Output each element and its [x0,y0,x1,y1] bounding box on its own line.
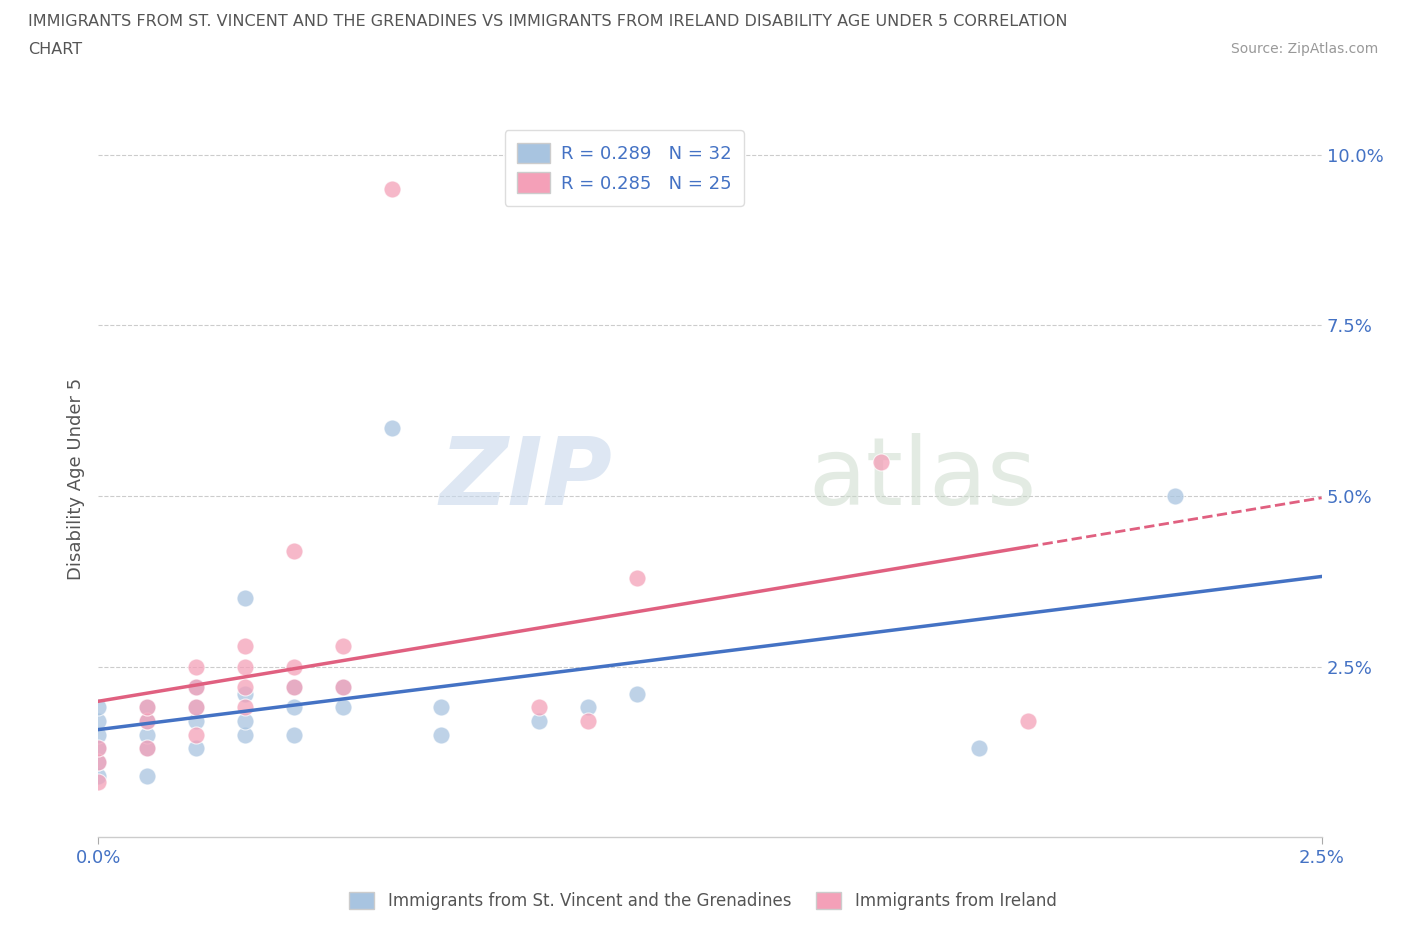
Point [136,700,159,715]
Point [233,659,256,674]
Point [186,659,208,674]
Point [283,727,305,742]
Point [576,713,599,728]
Point [87,775,110,790]
Point [283,659,305,674]
Text: atlas: atlas [808,433,1036,525]
Point [430,700,453,715]
Point [233,639,256,654]
Point [283,543,305,558]
Point [626,570,648,585]
Text: ZIP: ZIP [439,433,612,525]
Point [527,700,550,715]
Text: Source: ZipAtlas.com: Source: ZipAtlas.com [1230,42,1378,56]
Point [233,713,256,728]
Point [186,680,208,695]
Point [136,741,159,756]
Point [430,727,453,742]
Point [381,420,404,435]
Point [233,680,256,695]
Point [87,754,110,769]
Point [87,768,110,783]
Point [381,181,404,196]
Point [967,741,990,756]
Point [136,713,159,728]
Point [233,727,256,742]
Point [1017,713,1039,728]
Point [233,686,256,701]
Point [186,700,208,715]
Point [332,680,354,695]
Point [527,713,550,728]
Point [283,700,305,715]
Point [283,680,305,695]
Legend: R = 0.289   N = 32, R = 0.285   N = 25: R = 0.289 N = 32, R = 0.285 N = 25 [505,130,744,206]
Point [186,727,208,742]
Point [332,639,354,654]
Point [186,680,208,695]
Point [332,700,354,715]
Point [1164,488,1187,503]
Point [87,713,110,728]
Text: CHART: CHART [28,42,82,57]
Point [626,686,648,701]
Point [87,741,110,756]
Point [87,727,110,742]
Point [136,727,159,742]
Point [870,455,893,470]
Text: IMMIGRANTS FROM ST. VINCENT AND THE GRENADINES VS IMMIGRANTS FROM IRELAND DISABI: IMMIGRANTS FROM ST. VINCENT AND THE GREN… [28,14,1067,29]
Point [87,754,110,769]
Point [233,700,256,715]
Point [186,700,208,715]
Point [186,713,208,728]
Point [233,591,256,605]
Y-axis label: Disability Age Under 5: Disability Age Under 5 [66,378,84,580]
Point [576,700,599,715]
Point [136,700,159,715]
Point [87,700,110,715]
Point [186,741,208,756]
Point [283,680,305,695]
Point [332,680,354,695]
Legend: Immigrants from St. Vincent and the Grenadines, Immigrants from Ireland: Immigrants from St. Vincent and the Gren… [343,885,1063,917]
Point [136,741,159,756]
Point [136,713,159,728]
Point [136,768,159,783]
Point [87,741,110,756]
